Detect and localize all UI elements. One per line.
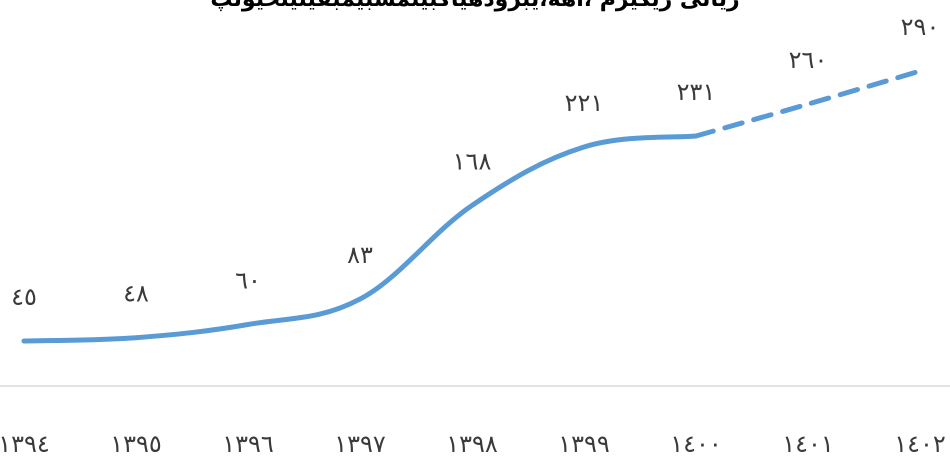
x-tick-label: ۱۳۹٤ bbox=[0, 430, 50, 458]
data-label: ۲۲۱ bbox=[565, 89, 604, 117]
x-tick-label: ۱۳۹۹ bbox=[558, 430, 610, 458]
x-tick-label: ۱۳۹۸ bbox=[446, 430, 498, 458]
data-label: ٤٥ bbox=[11, 283, 37, 311]
data-label: ۱٦۸ bbox=[453, 147, 492, 175]
data-label: ٤٨ bbox=[123, 280, 149, 308]
x-tick-label: ۱۳۹۷ bbox=[334, 430, 386, 458]
data-label: ٦۰ bbox=[235, 266, 261, 294]
x-tick-label: ۱۳۹٥ bbox=[110, 430, 162, 458]
data-label: ۲٦۰ bbox=[789, 46, 828, 74]
x-tick-label: ۱٤۰۱ bbox=[782, 430, 834, 458]
x-tick-label: ۱٤۰۰ bbox=[670, 430, 722, 458]
forecast-series-line bbox=[693, 68, 923, 139]
x-tick-label: ۱٤۰۲ bbox=[894, 430, 946, 458]
data-label: ۲۹۰ bbox=[901, 13, 940, 41]
data-label: ۸۳ bbox=[347, 241, 373, 269]
x-tick-label: ۱۳۹٦ bbox=[222, 430, 274, 458]
chart-title: ژیاتی ریگیزم ،اهه،یبرودهیاکبیلمشبیمبقیلی… bbox=[210, 0, 739, 12]
data-label: ۲۳۱ bbox=[677, 78, 716, 106]
actual-series-line bbox=[21, 133, 699, 344]
